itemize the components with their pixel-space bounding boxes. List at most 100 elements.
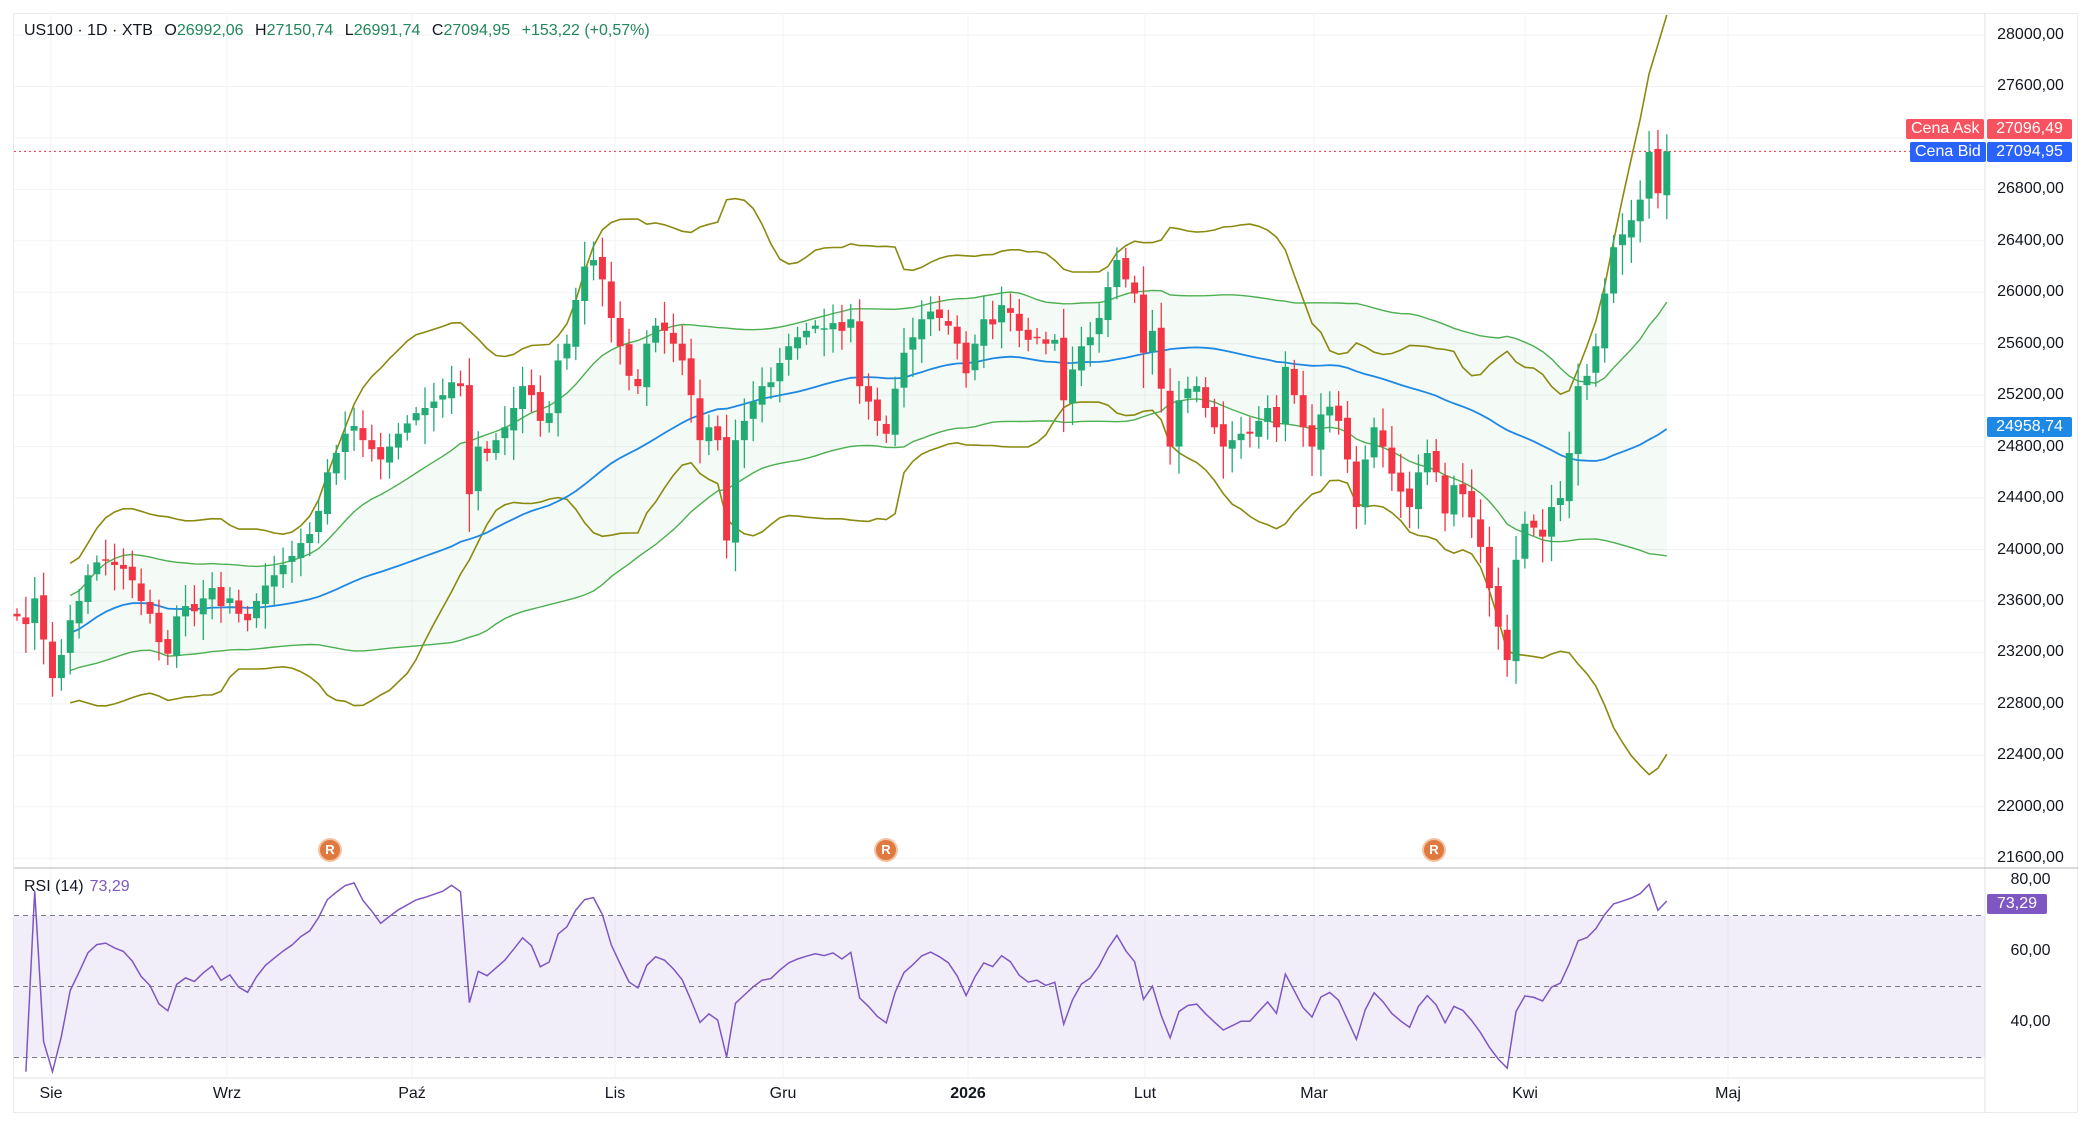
price-axis-tick: 21600,00 (1997, 849, 2064, 867)
candle-body (1432, 450, 1440, 473)
dividend-marker[interactable]: R (1422, 838, 1446, 862)
time-axis-tick: 2026 (950, 1085, 986, 1102)
candle-body (758, 386, 766, 405)
time-axis-tick: Paź (398, 1085, 426, 1102)
candle-body (714, 426, 722, 441)
candle-body (1166, 390, 1174, 447)
bollinger-outer-lower-line (69, 401, 1668, 776)
candle-body (962, 342, 970, 374)
candle-body (616, 317, 624, 347)
rsi-axis-tick: 80,00 (2010, 871, 2051, 888)
candle-body (1255, 420, 1263, 437)
candle-body (1636, 199, 1644, 222)
candle-body (323, 472, 331, 514)
dividend-marker[interactable]: R (318, 838, 342, 862)
rsi-value-tag: 73,29 (1987, 894, 2047, 914)
candle-body (1308, 425, 1316, 447)
candle-body (802, 330, 810, 338)
candle-body (359, 428, 367, 441)
rsi-axis-tick: 40,00 (2010, 1013, 2051, 1030)
candle-body (1273, 406, 1281, 428)
candle-body (1530, 520, 1538, 528)
ask-label-tag: Cena Ask (1906, 119, 1985, 139)
open-value: 26992,06 (176, 22, 244, 39)
candle-body (705, 427, 713, 442)
candle-body (1148, 330, 1156, 352)
candle-body (1583, 375, 1591, 386)
ask-value-tag: 27096,49 (1987, 119, 2072, 139)
candle-body (244, 613, 252, 621)
candle-body (217, 587, 225, 607)
candle-body (1246, 431, 1254, 434)
candle-body (315, 510, 323, 533)
candle-body (1494, 586, 1502, 627)
candle-body (1069, 369, 1077, 404)
candle-body (1006, 308, 1014, 313)
dividend-marker[interactable]: R (874, 838, 898, 862)
candle-body (1610, 247, 1618, 294)
candle-body (288, 555, 296, 562)
time-axis-tick: Wrz (212, 1085, 242, 1102)
candle-body (1406, 488, 1414, 508)
change-value: +153,22 (+0,57%) (521, 22, 650, 39)
candle-body (723, 437, 731, 541)
candle-body (394, 433, 402, 448)
rsi-label[interactable]: RSI (14) (24, 878, 84, 895)
candle-body (1060, 337, 1068, 401)
candle-body (261, 585, 269, 605)
candle-body (820, 328, 828, 330)
candle-body (465, 385, 473, 495)
candle-body (84, 575, 92, 602)
candle-body (1627, 220, 1635, 238)
candle-body (1441, 475, 1449, 514)
rsi-legend: RSI (14) 73,29 (24, 878, 130, 896)
candle-body (1131, 282, 1139, 294)
candle-body (199, 598, 207, 615)
candle-body (1086, 337, 1094, 346)
candle-body (57, 654, 65, 679)
candle-body (146, 601, 154, 614)
candle-body (190, 604, 198, 612)
candle-body (1299, 395, 1307, 428)
candle-body (1264, 408, 1272, 422)
candle-body (1193, 386, 1201, 392)
close-label: C (431, 22, 444, 39)
candle-body (510, 408, 518, 431)
candle-body (474, 446, 482, 492)
candle-body (971, 343, 979, 371)
candle-body (1033, 336, 1041, 339)
candle-body (128, 566, 136, 581)
candle-body (1335, 405, 1343, 421)
candle-body (1361, 459, 1369, 508)
price-axis-tick: 24400,00 (1997, 489, 2064, 507)
candle-body (1423, 453, 1431, 473)
candle-body (1512, 559, 1520, 662)
candle-body (767, 382, 775, 388)
candle-body (448, 382, 456, 399)
high-label: H (255, 22, 267, 39)
price-axis-tick: 25200,00 (1997, 386, 2064, 404)
rsi-axis-tick: 60,00 (2010, 942, 2051, 959)
ma-value-tag: 24958,74 (1987, 417, 2072, 437)
candle-body (927, 311, 935, 320)
candle-body (749, 401, 757, 419)
close-value: 27094,95 (443, 22, 511, 39)
candle-body (492, 440, 500, 454)
candle-body (1485, 546, 1493, 589)
candle-body (403, 423, 411, 433)
candle-body (643, 343, 651, 388)
candle-body (1592, 346, 1600, 373)
symbol-label[interactable]: US100 · 1D · XTB (24, 22, 153, 39)
price-axis-tick: 24000,00 (1997, 540, 2064, 558)
candle-body (368, 440, 376, 450)
candle-body (998, 305, 1006, 323)
candle-body (332, 453, 340, 474)
candle-body (1503, 629, 1511, 661)
candle-body (1459, 484, 1467, 495)
price-axis-tick: 25600,00 (1997, 334, 2064, 352)
candle-body (1397, 472, 1405, 492)
candle-body (31, 598, 39, 624)
time-axis-tick: Lut (1133, 1085, 1157, 1102)
candle-body (678, 343, 686, 361)
